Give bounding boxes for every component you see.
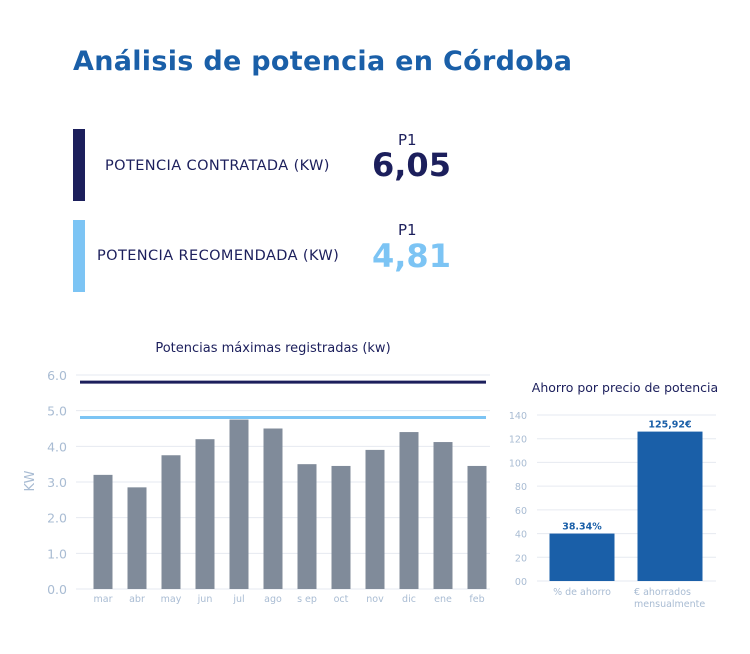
chart1-y-tick: 5.0: [47, 404, 67, 419]
contracted-power-label: POTENCIA CONTRATADA (KW): [105, 158, 330, 174]
chart1-bar: [161, 455, 181, 589]
chart2-y-tick: 120: [509, 435, 527, 446]
chart1-x-tick: nov: [366, 594, 384, 605]
chart2-bar: [549, 533, 615, 581]
contracted-power-value: 6,05: [372, 146, 451, 184]
recommended-power-value: 4,81: [372, 237, 451, 275]
chart2-bar: [637, 431, 703, 581]
chart1-x-tick: jun: [197, 594, 213, 605]
chart1-y-axis-label: KW: [23, 470, 38, 491]
chart1-bar: [127, 487, 147, 589]
chart1-title: Potencias máximas registradas (kw): [155, 341, 390, 356]
chart1-bar: [467, 465, 487, 589]
chart1-x-tick: may: [161, 594, 182, 605]
chart2-y-tick: 00: [515, 577, 527, 588]
recommended-power-period: P1: [398, 221, 417, 239]
chart1-bar: [229, 419, 249, 589]
recommended-power-marker: [73, 220, 85, 292]
chart2-x-tick: % de ahorro: [553, 587, 611, 598]
chart1-x-tick: oct: [334, 594, 349, 605]
contracted-power-period: P1: [398, 131, 417, 149]
chart2-x-tick: mensualmente: [634, 599, 705, 610]
chart1-y-tick: 2.0: [47, 511, 67, 526]
chart1-y-tick: 4.0: [47, 439, 67, 454]
chart2-y-tick: 20: [515, 553, 527, 564]
chart2-data-label: 38.34%: [562, 522, 602, 533]
recommended-power-label: POTENCIA RECOMENDADA (KW): [97, 248, 340, 264]
chart1-x-tick: ago: [264, 594, 282, 605]
chart1-y-tick: 6.0: [47, 368, 67, 383]
chart1-y-tick: 1.0: [47, 546, 67, 561]
chart2-title: Ahorro por precio de potencia: [532, 380, 718, 395]
chart2-y-tick: 40: [515, 530, 527, 541]
chart1-bar: [365, 449, 385, 589]
chart1-bar: [93, 474, 113, 589]
chart1-bar: [195, 439, 215, 589]
chart2-y-tick: 80: [515, 482, 527, 493]
chart2-x-tick: € ahorrados: [634, 587, 691, 598]
chart1-y-tick: 0.0: [47, 582, 67, 597]
chart1-bar: [263, 428, 283, 589]
page-title: Análisis de potencia en Córdoba: [73, 46, 573, 77]
chart1-x-tick: dic: [402, 594, 416, 605]
chart2-y-tick: 60: [515, 506, 527, 517]
chart1-x-tick: mar: [94, 594, 113, 605]
chart1-x-tick: ene: [434, 594, 452, 605]
chart2-y-tick: 140: [509, 411, 527, 422]
chart1-bar: [331, 465, 351, 589]
chart1-bar: [297, 464, 317, 589]
chart1-x-tick: s ep: [297, 594, 317, 605]
chart1-y-tick: 3.0: [47, 475, 67, 490]
chart1-x-tick: abr: [129, 594, 145, 605]
chart2-data-label: 125,92€: [648, 420, 691, 431]
chart2-y-tick: 100: [509, 458, 527, 469]
chart1-x-tick: feb: [469, 594, 484, 605]
chart1-x-tick: jul: [232, 594, 244, 605]
chart1-bar: [399, 432, 419, 589]
contracted-power-marker: [73, 129, 85, 201]
chart1-bar: [433, 442, 453, 589]
